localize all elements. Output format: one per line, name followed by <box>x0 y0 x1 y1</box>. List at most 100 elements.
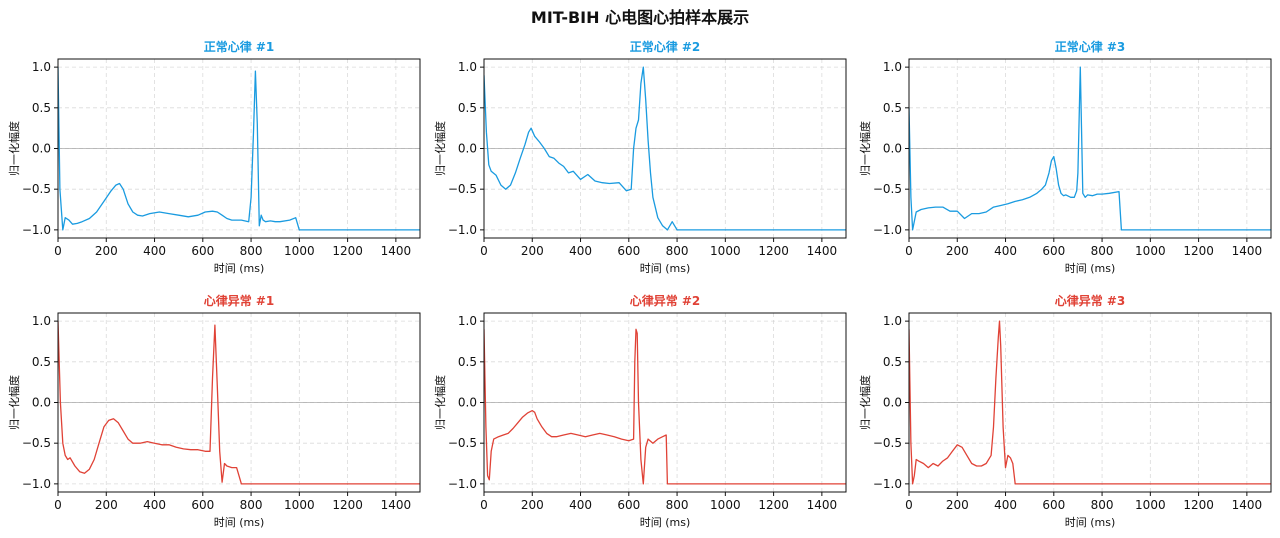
ecg-series-line <box>484 66 846 231</box>
x-tick-label: 1200 <box>758 498 789 512</box>
x-tick-label: 400 <box>569 244 592 258</box>
subplot-1: 正常心律 #1 0 200 400 600 800 1000 1200 1400 −1.0 −0.5… <box>7 39 421 275</box>
subplot-6: 心律异常 #3 0 200 400 600 800 1000 1200 1400 −1.0 −0.5… <box>858 293 1272 529</box>
subplot-title: 正常心律 #1 <box>204 39 275 54</box>
x-tick-label: 1200 <box>1183 244 1214 258</box>
y-tick-label: 0.5 <box>458 101 477 115</box>
x-tick-label: 1200 <box>332 244 363 258</box>
x-tick-label: 600 <box>191 498 214 512</box>
x-tick-label: 200 <box>521 244 544 258</box>
x-tick-label: 1000 <box>710 244 741 258</box>
x-tick-label: 400 <box>143 498 166 512</box>
y-tick-label: −0.5 <box>22 436 51 450</box>
x-tick-label: 800 <box>666 244 689 258</box>
subplot-title: 正常心律 #3 <box>1055 39 1126 54</box>
x-tick-label: 600 <box>617 498 640 512</box>
y-tick-label: 0.5 <box>458 355 477 369</box>
y-tick-label: 0.0 <box>458 396 477 410</box>
x-tick-label: 200 <box>521 498 544 512</box>
y-tick-label: 0.0 <box>458 142 477 156</box>
x-tick-label: 1400 <box>381 244 412 258</box>
x-tick-label: 1400 <box>1232 498 1263 512</box>
x-tick-label: 1000 <box>284 498 315 512</box>
subplot-title: 正常心律 #2 <box>630 39 701 54</box>
y-axis-label: 归一化幅度 <box>858 121 872 176</box>
y-tick-label: 1.0 <box>32 314 51 328</box>
x-tick-label: 1400 <box>807 498 838 512</box>
x-tick-label: 800 <box>1091 498 1114 512</box>
y-tick-label: −0.5 <box>22 182 51 196</box>
x-tick-label: 200 <box>946 498 969 512</box>
x-tick-label: 800 <box>240 244 263 258</box>
ecg-series-line <box>909 320 1271 485</box>
ecg-series-line <box>909 66 1271 231</box>
x-tick-label: 1000 <box>710 498 741 512</box>
figure-title: MIT-BIH 心电图心拍样本展示 <box>530 8 750 27</box>
x-tick-label: 200 <box>946 244 969 258</box>
x-axis-label: 时间 (ms) <box>1065 262 1116 275</box>
x-axis-label: 时间 (ms) <box>1065 516 1116 529</box>
x-tick-label: 800 <box>240 498 263 512</box>
y-tick-label: 0.5 <box>32 101 51 115</box>
y-tick-label: 1.0 <box>458 314 477 328</box>
y-tick-label: −1.0 <box>873 477 902 491</box>
x-tick-label: 0 <box>54 244 62 258</box>
x-tick-label: 0 <box>905 244 913 258</box>
y-tick-label: 0.5 <box>883 101 902 115</box>
x-tick-label: 1200 <box>332 498 363 512</box>
subplot-2: 正常心律 #2 0 200 400 600 800 1000 1200 1400 −1.0 −0.5… <box>433 39 847 275</box>
y-tick-label: 1.0 <box>883 60 902 74</box>
x-tick-label: 1200 <box>758 244 789 258</box>
subplot-3: 正常心律 #3 0 200 400 600 800 1000 1200 1400 −1.0 −0.5… <box>858 39 1272 275</box>
y-axis-label: 归一化幅度 <box>858 375 872 430</box>
x-tick-label: 1000 <box>1135 244 1166 258</box>
y-axis-label: 归一化幅度 <box>433 375 447 430</box>
x-tick-label: 1400 <box>381 498 412 512</box>
ecg-series-line <box>58 67 420 231</box>
x-tick-label: 0 <box>480 244 488 258</box>
x-axis-label: 时间 (ms) <box>640 516 691 529</box>
y-tick-label: −1.0 <box>873 223 902 237</box>
x-tick-label: 400 <box>994 498 1017 512</box>
y-tick-label: 0.0 <box>32 142 51 156</box>
x-tick-label: 0 <box>54 498 62 512</box>
x-tick-label: 0 <box>905 498 913 512</box>
x-tick-label: 200 <box>95 498 118 512</box>
x-tick-label: 1000 <box>284 244 315 258</box>
x-tick-label: 600 <box>191 244 214 258</box>
y-axis-label: 归一化幅度 <box>433 121 447 176</box>
x-tick-label: 600 <box>1042 498 1065 512</box>
ecg-series-line <box>58 321 420 485</box>
x-tick-label: 400 <box>569 498 592 512</box>
y-tick-label: −1.0 <box>22 223 51 237</box>
x-tick-label: 0 <box>480 498 488 512</box>
subplot-title: 心律异常 #1 <box>204 293 275 308</box>
subplot-title: 心律异常 #3 <box>1055 293 1126 308</box>
x-tick-label: 400 <box>994 244 1017 258</box>
y-tick-label: 0.5 <box>883 355 902 369</box>
x-tick-label: 800 <box>1091 244 1114 258</box>
x-axis-label: 时间 (ms) <box>640 262 691 275</box>
subplot-4: 心律异常 #1 0 200 400 600 800 1000 1200 1400 −1.0 −0.5… <box>7 293 421 529</box>
ecg-series-line <box>484 328 846 485</box>
y-tick-label: −0.5 <box>448 436 477 450</box>
x-tick-label: 1000 <box>1135 498 1166 512</box>
x-tick-label: 600 <box>1042 244 1065 258</box>
y-tick-label: −0.5 <box>873 436 902 450</box>
x-tick-label: 600 <box>617 244 640 258</box>
y-tick-label: −1.0 <box>22 477 51 491</box>
x-axis-label: 时间 (ms) <box>214 516 265 529</box>
y-tick-label: 1.0 <box>458 60 477 74</box>
y-tick-label: −0.5 <box>448 182 477 196</box>
x-axis-label: 时间 (ms) <box>214 262 265 275</box>
y-tick-label: −0.5 <box>873 182 902 196</box>
y-axis-label: 归一化幅度 <box>7 121 21 176</box>
x-tick-label: 800 <box>666 498 689 512</box>
x-tick-label: 1200 <box>1183 498 1214 512</box>
x-tick-label: 1400 <box>1232 244 1263 258</box>
y-tick-label: 0.0 <box>883 396 902 410</box>
y-tick-label: −1.0 <box>448 477 477 491</box>
y-tick-label: 0.0 <box>32 396 51 410</box>
